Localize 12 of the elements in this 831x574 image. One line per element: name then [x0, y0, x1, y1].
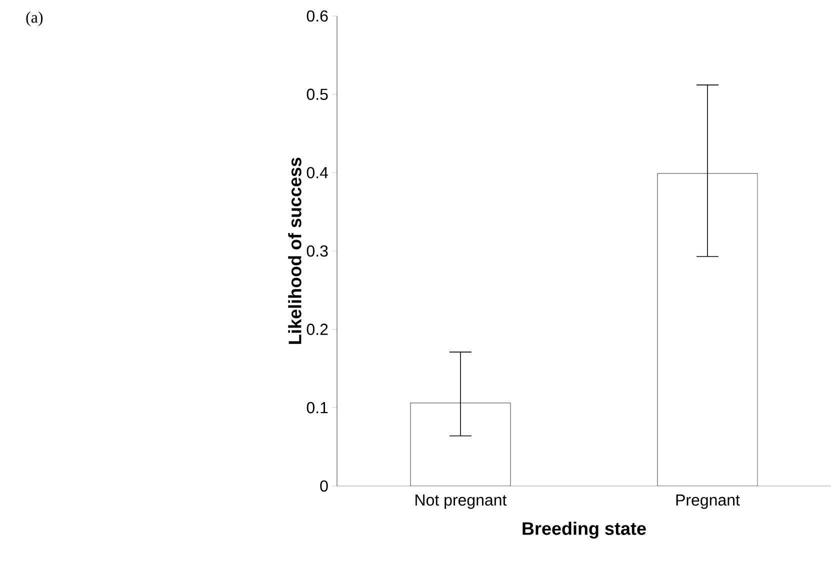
text: (a): [26, 12, 43, 26]
y-axis-title: Likelihood of success: [288, 158, 302, 344]
y-tick-label: 0.5: [306, 88, 328, 100]
x-axis-title: Breeding state: [522, 522, 646, 539]
y-tick-label: 0.6: [306, 10, 328, 22]
x-tick-label: Pregnant: [676, 494, 740, 509]
y-tick-label: 0.4: [306, 167, 328, 178]
y-tick-label: 0.2: [306, 324, 328, 335]
y-tick-label: 0: [320, 480, 328, 492]
y-tick-label: 0.1: [306, 402, 328, 414]
y-tick-label: 0.3: [306, 245, 328, 257]
x-tick-label: Not pregnant: [416, 494, 507, 509]
